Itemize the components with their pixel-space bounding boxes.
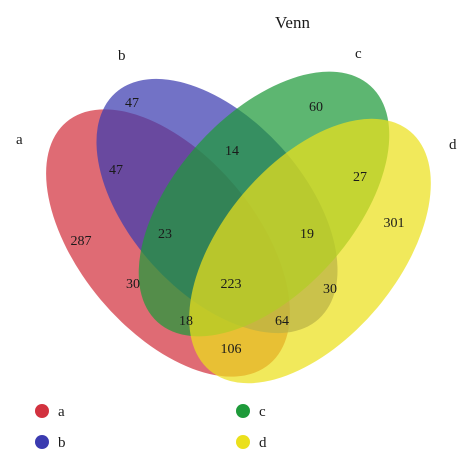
set-d-ellipse	[189, 118, 431, 384]
legend-item-a: a	[35, 404, 65, 420]
legend-item-c: c	[236, 404, 266, 420]
legend-label-b: b	[58, 435, 66, 451]
set-label-d: d	[449, 137, 457, 153]
region-count-bd: 30	[323, 282, 337, 297]
region-count-ac: 30	[126, 277, 140, 292]
set-label-b: b	[118, 48, 126, 64]
region-count-d: 301	[384, 216, 405, 231]
region-count-abc: 23	[158, 227, 172, 242]
legend-swatch-c	[236, 404, 250, 418]
region-count-ab: 47	[109, 163, 123, 178]
legend-label-d: d	[259, 435, 267, 451]
legend-swatch-a	[35, 404, 49, 418]
legend-swatch-b	[35, 435, 49, 449]
legend-swatch-d	[236, 435, 250, 449]
region-count-abcd: 223	[221, 277, 242, 292]
region-count-b: 47	[125, 96, 139, 111]
diagram-title: Venn	[275, 13, 310, 32]
region-count-cd: 27	[353, 170, 367, 185]
region-count-ad: 106	[221, 342, 242, 357]
region-count-bcd: 19	[300, 227, 314, 242]
set-label-c: c	[355, 46, 362, 62]
region-count-bc: 14	[225, 144, 239, 159]
region-count-abd: 64	[275, 314, 289, 329]
region-count-acd: 18	[179, 314, 193, 329]
legend: a c b d	[35, 404, 267, 451]
legend-label-c: c	[259, 404, 266, 420]
set-label-a: a	[16, 132, 23, 148]
region-count-c: 60	[309, 100, 323, 115]
legend-label-a: a	[58, 404, 65, 420]
legend-item-b: b	[35, 435, 66, 451]
legend-item-d: d	[236, 435, 267, 451]
region-count-a: 287	[71, 234, 92, 249]
